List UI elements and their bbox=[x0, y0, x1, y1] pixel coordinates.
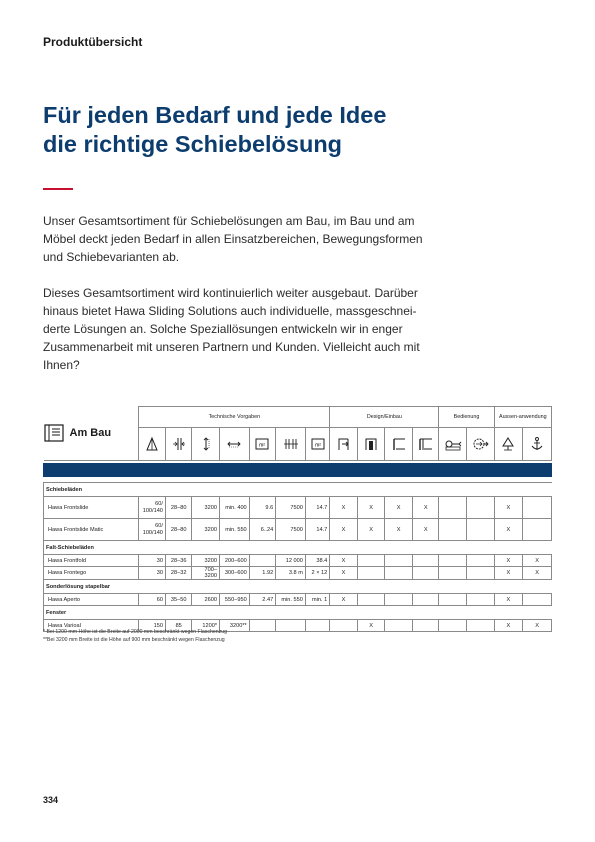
category-technische: Technische Vorgaben bbox=[138, 406, 331, 428]
page-headline: Für jeden Bedarf und jede Idee die richt… bbox=[43, 101, 523, 159]
width-icon bbox=[219, 427, 250, 461]
product-overview-table: Am Bau Technische Vorgaben Design/Einbau… bbox=[42, 406, 553, 632]
table-title-cell: Am Bau bbox=[43, 406, 139, 461]
footnotes: * Bei 1200 mm Höhe ist die Breite auf 20… bbox=[43, 628, 227, 644]
intro-text: Unser Gesamtsortiment für Schiebelösunge… bbox=[43, 212, 438, 392]
headline-line-2: die richtige Schiebelösung bbox=[43, 131, 343, 157]
svg-text:m²: m² bbox=[315, 443, 321, 449]
door-open-icon bbox=[356, 427, 386, 461]
height-icon bbox=[191, 427, 220, 461]
footnote-2: **Bei 3200 mm Breite ist die Höhe auf 90… bbox=[43, 637, 225, 643]
handle-icon bbox=[438, 427, 468, 461]
table-row: Hawa Frontslide Matic 60/ 100/140 28–80 … bbox=[42, 518, 552, 541]
document-icon bbox=[43, 424, 64, 442]
tree-icon bbox=[493, 427, 524, 461]
table-row: Hawa Frontslide 60/ 100/140 28–80 3200 m… bbox=[42, 496, 552, 519]
thickness-icon bbox=[164, 427, 193, 461]
weight-icon bbox=[138, 427, 166, 461]
table-title: Am Bau bbox=[69, 427, 112, 440]
group-row: Schiebeläden bbox=[43, 482, 552, 497]
area-icon-2: m² bbox=[304, 427, 331, 461]
span-icon bbox=[275, 427, 306, 461]
intro-paragraph-1: Unser Gesamtsortiment für Schiebelösunge… bbox=[43, 214, 423, 264]
accent-rule bbox=[43, 188, 73, 190]
door-in-icon bbox=[329, 427, 358, 461]
header-band bbox=[43, 463, 552, 477]
group-row: Fenster bbox=[43, 605, 552, 620]
area-icon: m² bbox=[248, 427, 277, 461]
rail-icon bbox=[384, 427, 413, 461]
group-row: Sonderlösung stapelbar bbox=[43, 579, 552, 594]
svg-text:m²: m² bbox=[260, 443, 266, 449]
table-row: Hawa Varioal 150 85 1200* 3200** X X X bbox=[42, 619, 552, 632]
group-row: Falt-Schiebeläden bbox=[43, 540, 552, 555]
group-label: Sonderlösung stapelbar bbox=[43, 579, 552, 594]
category-bedienung: Bedienung bbox=[438, 406, 495, 428]
page-number: 334 bbox=[43, 795, 59, 805]
group-label: Falt-Schiebeläden bbox=[43, 540, 552, 555]
anchor-icon bbox=[522, 427, 552, 461]
rail-icon-2 bbox=[411, 427, 440, 461]
table-row: Hawa Aperto 60 35–50 2600 550–950 2.47 m… bbox=[42, 593, 552, 606]
section-label: Produktübersicht bbox=[43, 35, 143, 49]
group-label: Fenster bbox=[43, 605, 552, 620]
motor-icon bbox=[466, 427, 495, 461]
footnote-1: * Bei 1200 mm Höhe ist die Breite auf 20… bbox=[43, 629, 227, 635]
table-row: Hawa Frontfold 30 28–36 3200 200–600 12 … bbox=[42, 554, 552, 567]
headline-line-1: Für jeden Bedarf und jede Idee bbox=[43, 102, 387, 128]
category-aussen: Aussen-anwendung bbox=[493, 406, 553, 428]
table-row: Hawa Frontego 30 28–32 700–3200 300–600 … bbox=[42, 566, 552, 580]
intro-paragraph-2: Dieses Gesamtsortiment wird kontinuierli… bbox=[43, 286, 420, 372]
category-design: Design/Einbau bbox=[329, 406, 440, 428]
group-label: Schiebeläden bbox=[43, 482, 552, 497]
